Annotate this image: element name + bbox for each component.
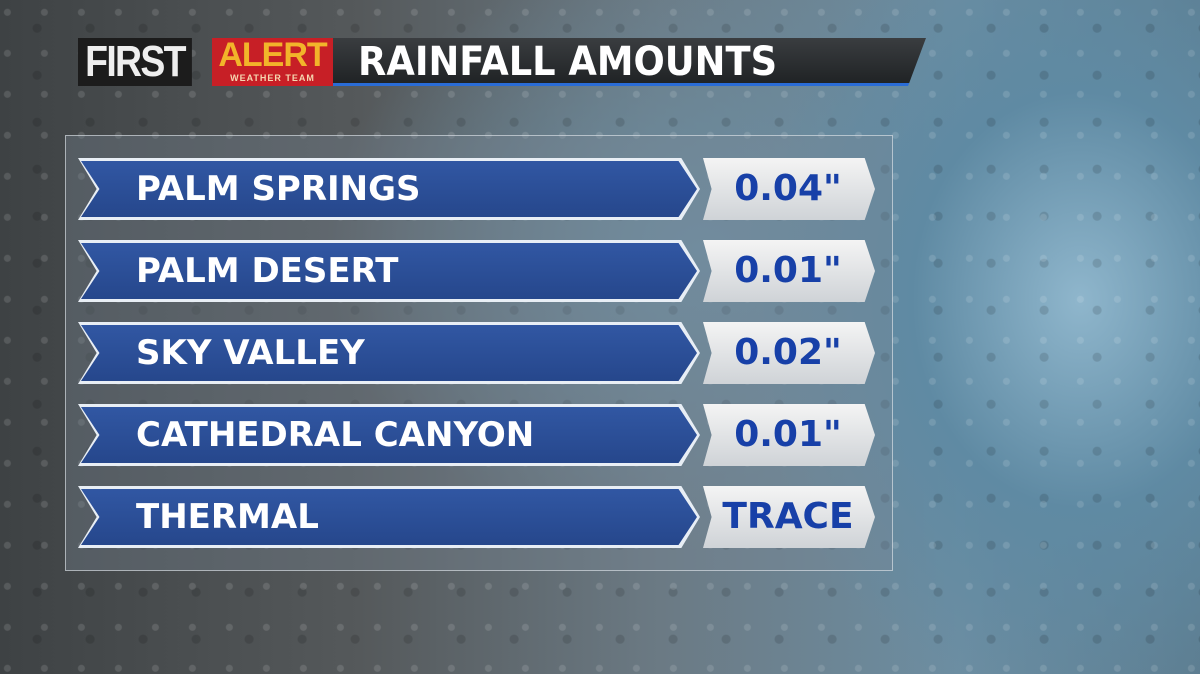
location-banner [78,404,700,466]
location-banner-fill [81,325,697,381]
location-banner-fill [81,161,697,217]
rainfall-row: THERMAL TRACE [78,486,878,548]
rainfall-row: PALM SPRINGS 0.04" [78,158,878,220]
location-banner [78,322,700,384]
logo-alert: ALERT WEATHER TEAM [212,38,333,86]
amount-box: 0.02" [703,322,875,384]
rainfall-row: CATHEDRAL CANYON 0.01" [78,404,878,466]
logo-first: FIRST [78,38,192,86]
amount-box: 0.01" [703,404,875,466]
title-bar [328,38,926,86]
location-banner [78,486,700,548]
location-name: THERMAL [136,497,319,537]
rainfall-amount: 0.04" [734,168,842,209]
rainfall-amount: TRACE [722,496,854,537]
amount-box: 0.01" [703,240,875,302]
location-name: PALM SPRINGS [136,169,421,209]
location-banner [78,158,700,220]
location-banner-fill [81,489,697,545]
header: FIRST ALERT WEATHER TEAM RAINFALL AMOUNT… [78,38,926,86]
rainfall-row: PALM DESERT 0.01" [78,240,878,302]
rainfall-row: SKY VALLEY 0.02" [78,322,878,384]
location-banner-fill [81,243,697,299]
location-name: SKY VALLEY [136,333,365,373]
logo-alert-text: ALERT [218,36,327,74]
amount-box: TRACE [703,486,875,548]
amount-box: 0.04" [703,158,875,220]
rainfall-amount: 0.01" [734,250,842,291]
rainfall-amount: 0.01" [734,414,842,455]
location-name: PALM DESERT [136,251,399,291]
location-banner [78,240,700,302]
rainfall-amount: 0.02" [734,332,842,373]
location-name: CATHEDRAL CANYON [136,415,535,455]
logo-sub-text: WEATHER TEAM [230,73,315,83]
location-banner-fill [81,407,697,463]
page-title: RAINFALL AMOUNTS [358,39,778,85]
